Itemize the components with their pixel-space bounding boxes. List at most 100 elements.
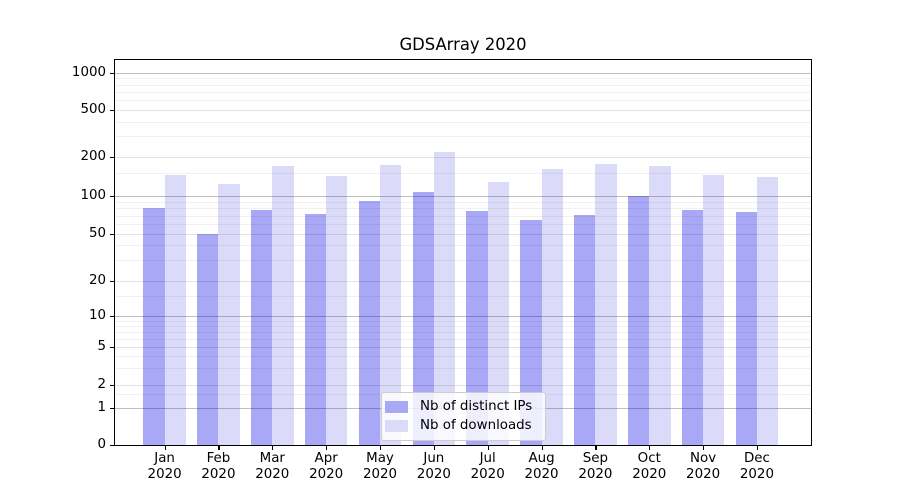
x-tick-year: 2020 [524,467,559,482]
y-tick-label-5: 5 [97,339,106,355]
bar-jan-nb-of-distinct-ips [143,208,165,445]
y-tick-label-100: 100 [80,188,106,204]
x-tick-label-mar: Mar 2020 [237,451,307,483]
x-tick-month: Oct [637,451,661,466]
bar-oct-nb-of-distinct-ips [627,196,650,445]
bar-mar-nb-of-distinct-ips [251,209,273,445]
x-tick-month: Jan [154,451,175,466]
x-tick-label-feb: Feb 2020 [183,451,253,483]
bar-jan-nb-of-downloads [164,174,186,445]
x-tick-month: Sep [582,451,609,466]
x-tick-year: 2020 [255,467,290,482]
legend-swatch-downloads [385,420,408,432]
bar-apr-nb-of-distinct-ips [304,214,327,445]
x-tick-label-apr: Apr 2020 [291,451,361,483]
x-tick-label-dec: Dec 2020 [722,451,792,483]
x-tick-oct [649,446,651,450]
bar-may-nb-of-downloads [380,165,402,445]
bar-jul-nb-of-downloads [487,182,509,445]
y-tick-10 [110,316,114,318]
legend-item-downloads: Nb of downloads [385,418,532,434]
x-tick-label-jul: Jul 2020 [453,451,523,483]
x-tick-month: Dec [743,451,770,466]
bar-jun-nb-of-downloads [433,152,456,445]
legend-label-distinct-ips: Nb of distinct IPs [420,399,533,414]
x-tick-year: 2020 [739,467,774,482]
bar-may-nb-of-distinct-ips [358,200,380,445]
bar-dec-nb-of-downloads [756,177,779,445]
x-tick-month: Feb [206,451,231,466]
x-tick-month: Aug [528,451,555,466]
y-tick-0 [110,445,114,447]
y-tick-2 [110,384,114,386]
x-tick-nov [703,446,705,450]
x-tick-year: 2020 [362,467,398,482]
x-tick-label-sep: Sep 2020 [560,451,630,483]
x-tick-month: Mar [259,451,285,466]
y-tick-1000 [110,72,114,74]
y-tick-50 [110,233,114,235]
y-tick-100 [110,196,114,198]
y-tick-label-1: 1 [97,399,106,415]
y-tick-label-0: 0 [97,437,106,452]
x-tick-label-jan: Jan 2020 [130,451,200,483]
y-tick-label-500: 500 [80,102,106,117]
bar-sep-nb-of-distinct-ips [574,214,596,445]
x-tick-label-nov: Nov 2020 [668,451,738,483]
bars-layer [115,60,811,445]
x-tick-year: 2020 [632,467,667,482]
x-tick-month: Jul [479,451,496,466]
y-tick-500 [110,110,114,112]
y-tick-5 [110,347,114,349]
y-tick-1 [110,407,114,409]
x-tick-aug [541,446,543,450]
x-tick-year: 2020 [686,467,721,482]
x-tick-jun [433,446,436,450]
x-tick-label-jun: Jun 2020 [399,451,469,483]
x-tick-label-aug: Aug 2020 [507,451,577,483]
bar-oct-nb-of-downloads [649,166,671,445]
y-tick-label-20: 20 [88,273,106,289]
plot-area: Nb of distinct IPs Nb of downloads [114,59,812,446]
bar-apr-nb-of-downloads [326,176,348,445]
x-tick-may [380,446,382,450]
legend-label-downloads: Nb of downloads [420,418,532,433]
x-tick-apr [326,446,328,450]
y-tick-label-200: 200 [80,149,106,165]
bar-aug-nb-of-distinct-ips [520,219,542,445]
x-tick-sep [595,446,597,450]
x-tick-month: May [366,451,394,466]
bar-jul-nb-of-distinct-ips [466,211,488,445]
y-tick-200 [110,157,114,159]
x-tick-mar [272,446,274,450]
x-tick-label-may: May 2020 [345,451,415,483]
x-tick-year: 2020 [416,467,451,482]
x-tick-label-oct: Oct 2020 [614,451,684,483]
bar-dec-nb-of-distinct-ips [735,211,757,445]
x-tick-month: Apr [314,451,338,466]
x-tick-year: 2020 [201,467,236,482]
bar-mar-nb-of-downloads [272,166,294,445]
x-tick-feb [218,446,220,450]
x-tick-month: Jun [423,451,445,466]
y-tick-label-2: 2 [97,376,106,392]
bar-nov-nb-of-distinct-ips [681,209,704,445]
bar-feb-nb-of-downloads [218,184,240,445]
legend-item-distinct-ips: Nb of distinct IPs [385,399,532,415]
x-tick-year: 2020 [470,467,505,482]
bar-jun-nb-of-distinct-ips [412,192,434,445]
legend-swatch-distinct-ips [385,401,408,413]
bar-sep-nb-of-downloads [595,164,617,445]
bar-aug-nb-of-downloads [541,169,563,445]
x-tick-dec [756,446,759,450]
x-tick-year: 2020 [578,467,613,482]
x-tick-jan [164,446,166,450]
bar-nov-nb-of-downloads [703,175,725,445]
y-tick-label-1000: 1000 [71,64,106,80]
legend: Nb of distinct IPs Nb of downloads [381,392,547,441]
bar-feb-nb-of-distinct-ips [197,233,219,445]
chart-title: GDSArray 2020 [399,35,527,54]
y-tick-label-10: 10 [88,308,106,324]
x-tick-year: 2020 [309,467,344,482]
